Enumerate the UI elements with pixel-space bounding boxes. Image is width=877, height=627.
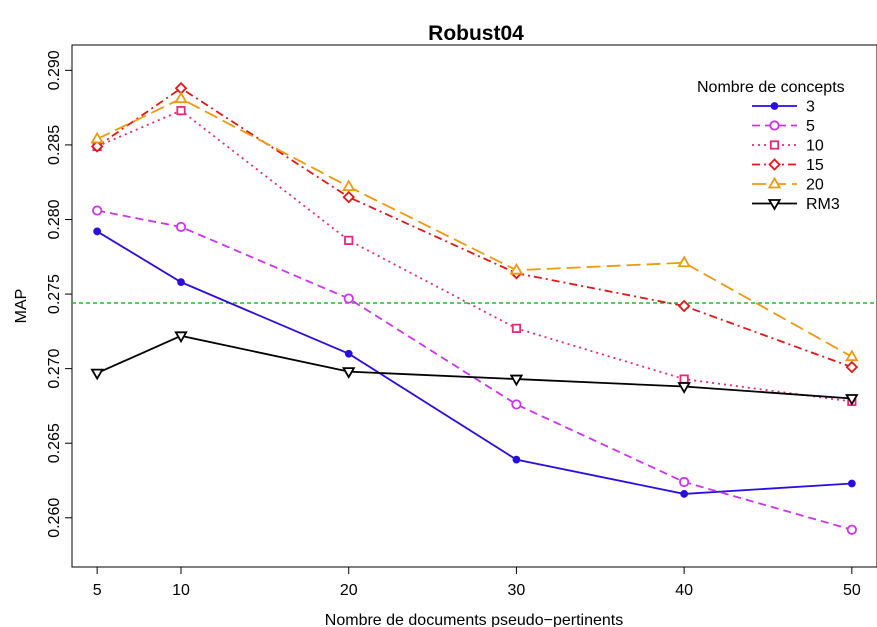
x-tick-label: 5 — [93, 582, 102, 599]
series-10 — [92, 106, 857, 407]
series-line — [96, 109, 852, 403]
y-tick-label: 0.290 — [46, 50, 63, 90]
data-point — [511, 323, 522, 333]
y-tick-label: 0.260 — [46, 498, 63, 538]
legend-label: 3 — [806, 99, 815, 116]
y-tick-label: 0.265 — [46, 423, 63, 463]
data-point — [90, 131, 104, 144]
legend-entry: RM3 — [752, 196, 840, 213]
data-point — [341, 367, 356, 379]
legend-marker — [770, 102, 779, 110]
series-3 — [93, 227, 856, 498]
series-RM3 — [90, 331, 859, 406]
series-20 — [90, 91, 859, 362]
x-tick-label: 20 — [340, 582, 358, 599]
data-point — [512, 455, 521, 464]
legend-marker — [768, 158, 781, 171]
legend: Nombre de concepts 3 5 10 15 20 RM3 — [697, 79, 845, 213]
series-line — [96, 334, 852, 400]
legend-marker — [769, 140, 780, 150]
chart-title: Robust04 — [428, 22, 524, 45]
x-tick-label: 30 — [508, 582, 526, 599]
data-point — [341, 179, 356, 192]
data-point — [509, 374, 524, 387]
legend-marker — [767, 176, 782, 189]
data-point — [511, 399, 522, 410]
series-layer — [90, 81, 859, 535]
data-point — [847, 479, 856, 488]
y-tick-label: 0.280 — [46, 199, 63, 239]
data-point — [677, 382, 691, 394]
data-point — [677, 255, 691, 268]
x-axis: 5 10 20 30 40 50 — [93, 567, 861, 599]
data-point — [93, 227, 102, 236]
y-tick-label: 0.270 — [46, 349, 63, 389]
y-tick-label: 0.285 — [46, 125, 63, 165]
legend-label: 15 — [806, 157, 824, 174]
data-point — [845, 394, 859, 406]
data-point — [176, 106, 186, 116]
data-point — [344, 349, 353, 358]
data-point — [845, 360, 859, 374]
legend-entry: 15 — [752, 157, 824, 174]
data-point — [174, 91, 188, 104]
data-point — [177, 278, 185, 287]
data-point — [92, 205, 103, 216]
y-axis-label: MAP — [13, 289, 30, 324]
legend-title: Nombre de concepts — [697, 79, 845, 96]
legend-label: 10 — [806, 138, 824, 155]
data-point — [175, 221, 187, 233]
x-tick-label: 50 — [843, 582, 861, 599]
x-tick-label: 10 — [172, 582, 190, 599]
data-point — [846, 524, 857, 535]
data-point — [677, 299, 691, 313]
legend-label: 5 — [806, 118, 815, 135]
data-point — [509, 262, 524, 275]
data-point — [90, 140, 104, 153]
data-point — [90, 368, 104, 381]
y-tick-label: 0.275 — [46, 274, 63, 314]
series-15 — [90, 81, 859, 374]
legend-entry: 20 — [752, 177, 824, 194]
data-point — [344, 235, 354, 245]
y-axis: 0.260 0.265 0.270 0.275 0.280 0.285 0.290 — [46, 50, 72, 538]
data-point — [680, 490, 689, 498]
x-tick-label: 40 — [675, 582, 693, 599]
data-point — [679, 374, 689, 384]
data-point — [343, 293, 354, 304]
series-line — [96, 97, 853, 358]
legend-marker — [767, 199, 782, 211]
legend-marker — [769, 120, 780, 131]
x-axis-label: Nombre de documents pseudo−pertinents — [325, 612, 623, 627]
data-point — [342, 190, 355, 204]
series-5 — [92, 205, 857, 535]
data-point — [679, 476, 690, 488]
legend-label: RM3 — [806, 196, 840, 213]
data-point — [174, 331, 188, 344]
legend-entry: 3 — [752, 99, 815, 116]
data-point — [845, 349, 859, 362]
series-line — [96, 230, 852, 495]
series-line — [96, 209, 853, 531]
legend-entry: 5 — [752, 118, 815, 135]
series-line — [96, 87, 853, 368]
plot-frame — [71, 44, 877, 568]
legend-label: 20 — [806, 177, 824, 194]
legend-entry: 10 — [752, 138, 824, 155]
